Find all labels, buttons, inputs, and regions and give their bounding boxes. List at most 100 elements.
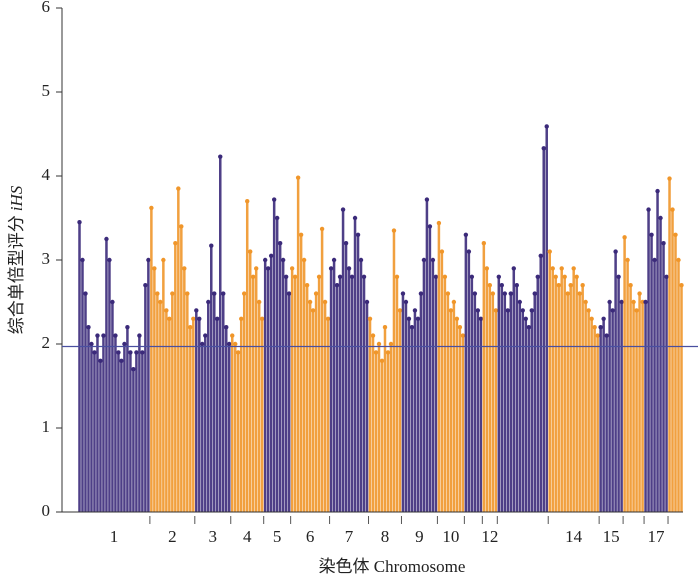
snp-stem bbox=[575, 276, 578, 512]
snp-point bbox=[634, 308, 639, 313]
snp-point bbox=[110, 299, 115, 305]
snp-stem bbox=[494, 310, 498, 512]
snp-point bbox=[191, 316, 196, 321]
snp-stem bbox=[350, 276, 354, 512]
snp-stem bbox=[192, 318, 195, 512]
snp-stem bbox=[410, 327, 414, 512]
snp-stem bbox=[656, 191, 659, 512]
snp-point bbox=[292, 274, 298, 279]
snp-point bbox=[526, 325, 531, 330]
snp-stem bbox=[374, 352, 378, 512]
snp-point bbox=[541, 146, 546, 151]
snp-stem bbox=[230, 335, 234, 512]
snp-point bbox=[239, 316, 244, 321]
snp-stem bbox=[254, 268, 258, 512]
snp-point bbox=[676, 257, 681, 263]
snp-point bbox=[421, 257, 427, 263]
snp-stem bbox=[326, 318, 330, 512]
y-axis-title-text: 综合单倍型评分 bbox=[7, 215, 26, 334]
snp-point bbox=[619, 299, 624, 305]
snp-point bbox=[161, 257, 166, 263]
snp-stem bbox=[413, 310, 417, 512]
snp-point bbox=[394, 274, 400, 279]
snp-stem bbox=[338, 276, 342, 512]
snp-stem bbox=[476, 310, 480, 512]
snp-point bbox=[430, 257, 436, 263]
snp-point bbox=[613, 249, 618, 254]
snp-stem bbox=[551, 268, 554, 512]
snp-stem bbox=[452, 302, 456, 512]
snp-stem bbox=[96, 335, 99, 512]
snp-point bbox=[661, 241, 666, 246]
snp-stem bbox=[407, 318, 411, 512]
snp-point bbox=[248, 249, 253, 254]
snp-stem bbox=[620, 302, 623, 512]
snp-stem bbox=[99, 360, 102, 512]
snp-stem bbox=[207, 302, 210, 512]
snp-stem bbox=[458, 327, 462, 512]
snp-point bbox=[595, 333, 600, 338]
snp-stem bbox=[533, 293, 537, 512]
x-tick-label: 9 bbox=[415, 527, 424, 546]
snp-point bbox=[616, 274, 621, 279]
x-tick-label: 10 bbox=[442, 527, 459, 546]
snp-stem bbox=[485, 268, 489, 512]
snp-stem bbox=[216, 318, 219, 512]
snp-point bbox=[463, 232, 469, 237]
snp-point bbox=[337, 274, 343, 279]
snp-point bbox=[679, 283, 684, 288]
snp-stem bbox=[308, 302, 312, 512]
snp-point bbox=[433, 274, 439, 279]
snp-point bbox=[185, 291, 190, 296]
snp-point bbox=[649, 232, 654, 237]
snp-stem bbox=[392, 230, 396, 512]
snp-stem bbox=[644, 302, 647, 512]
snp-point bbox=[277, 241, 283, 246]
snp-point bbox=[242, 291, 247, 296]
snp-point bbox=[170, 291, 175, 296]
snp-point bbox=[203, 333, 208, 338]
snp-point bbox=[149, 205, 154, 211]
snp-stem bbox=[464, 234, 468, 513]
snp-point bbox=[445, 291, 451, 296]
snp-point bbox=[173, 241, 178, 246]
snp-stem bbox=[605, 335, 608, 512]
x-tick-label: 3 bbox=[209, 527, 218, 546]
snp-stem bbox=[668, 178, 671, 512]
snp-stem bbox=[389, 344, 393, 512]
snp-stem bbox=[120, 360, 123, 512]
snp-point bbox=[670, 207, 675, 212]
snp-point bbox=[259, 316, 265, 321]
snp-stem bbox=[323, 302, 327, 512]
snp-point bbox=[388, 341, 394, 347]
snp-point bbox=[478, 316, 484, 321]
snp-point bbox=[125, 325, 130, 330]
snp-stem bbox=[219, 156, 222, 512]
snp-point bbox=[77, 220, 82, 225]
snp-stem bbox=[224, 327, 228, 512]
snp-point bbox=[265, 266, 271, 271]
snp-point bbox=[349, 274, 355, 279]
snp-stem bbox=[539, 255, 542, 513]
x-tick-label: 14 bbox=[565, 527, 583, 546]
snp-stem bbox=[560, 268, 563, 512]
snp-stem bbox=[132, 369, 135, 512]
snp-point bbox=[215, 316, 220, 321]
snp-stem bbox=[362, 276, 366, 512]
snp-stem bbox=[509, 293, 513, 512]
snp-point bbox=[427, 224, 433, 229]
snp-point bbox=[152, 266, 157, 271]
snp-point bbox=[176, 186, 181, 191]
snp-point bbox=[295, 175, 301, 180]
snp-point bbox=[113, 333, 118, 338]
snp-point bbox=[107, 257, 112, 263]
snp-stem bbox=[569, 285, 572, 512]
snp-stem bbox=[105, 239, 108, 512]
snp-stem bbox=[518, 302, 522, 512]
snp-stem bbox=[305, 285, 309, 512]
snp-point bbox=[556, 283, 561, 288]
snp-point bbox=[307, 299, 313, 305]
snp-point bbox=[373, 350, 379, 355]
x-tick-label: 15 bbox=[603, 527, 620, 546]
snp-point bbox=[322, 299, 328, 305]
